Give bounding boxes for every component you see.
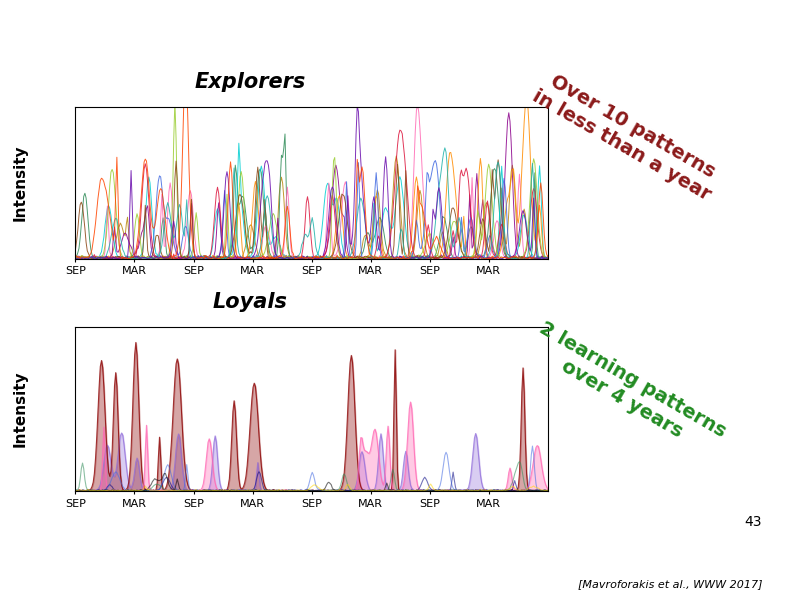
Text: Intensity: Intensity xyxy=(13,371,27,447)
Text: [Mavroforakis et al., WWW 2017]: [Mavroforakis et al., WWW 2017] xyxy=(578,579,762,589)
Text: Types of users: Types of users xyxy=(32,24,302,57)
Text: Explorers: Explorers xyxy=(195,72,306,92)
Text: 2 learning patterns
over 4 years: 2 learning patterns over 4 years xyxy=(525,318,730,461)
Text: Over 10 patterns
in less than a year: Over 10 patterns in less than a year xyxy=(530,68,725,205)
Text: 43: 43 xyxy=(745,515,762,529)
Text: Intensity: Intensity xyxy=(13,145,27,221)
Text: Loyals: Loyals xyxy=(213,292,287,312)
